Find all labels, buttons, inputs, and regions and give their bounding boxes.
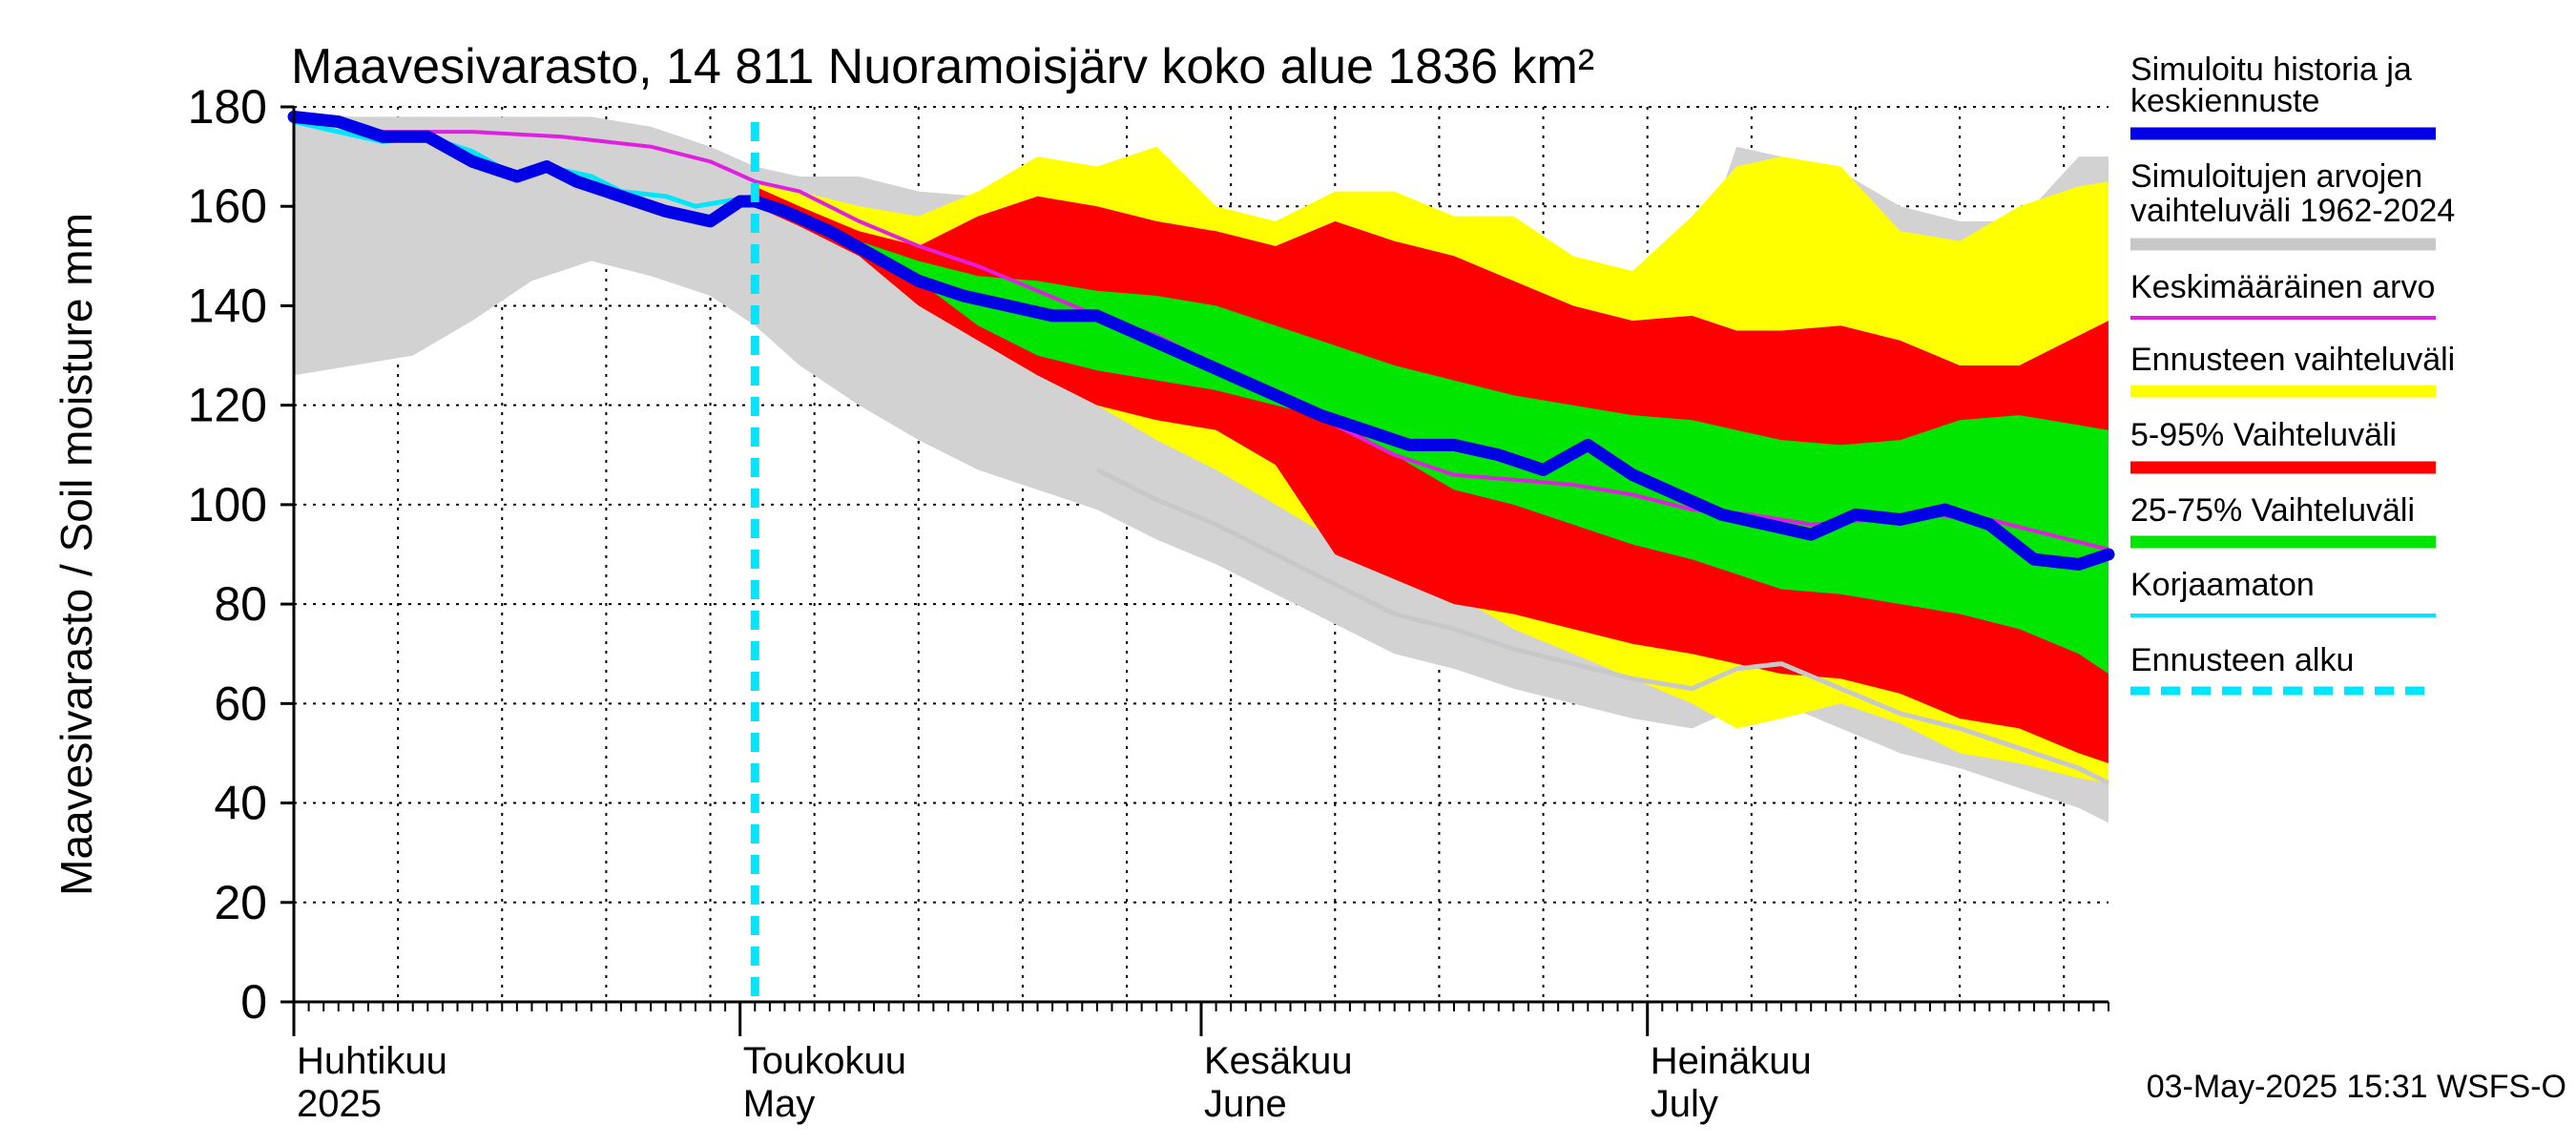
month-label-fi: Huhtikuu xyxy=(297,1040,447,1082)
month-label-fi: Kesäkuu xyxy=(1204,1040,1353,1082)
month-label-en: May xyxy=(743,1083,816,1125)
month-label-fi: Toukokuu xyxy=(743,1040,906,1082)
legend-label: Simuloitu historia ja keskiennuste xyxy=(2130,52,2412,119)
y-tick-label: 100 xyxy=(188,478,267,531)
y-tick-label: 120 xyxy=(188,379,267,432)
y-tick-label: 20 xyxy=(214,876,267,929)
y-tick-label: 180 xyxy=(188,80,267,134)
y-tick-label: 140 xyxy=(188,279,267,332)
legend: Simuloitu historia ja keskiennuste Simuloi… xyxy=(2130,52,2455,696)
legend-label: Korjaamaton xyxy=(2130,567,2315,603)
simulated-forecast-line xyxy=(287,110,2115,571)
y-tick-label: 160 xyxy=(188,179,267,233)
y-tick-label: 0 xyxy=(240,975,267,1029)
y-tick-label: 40 xyxy=(214,777,267,830)
month-label-en: July xyxy=(1651,1083,1718,1125)
month-label-en: 2025 xyxy=(297,1083,382,1125)
month-label-en: June xyxy=(1204,1083,1287,1125)
month-label-fi: Heinäkuu xyxy=(1651,1040,1812,1082)
legend-label: Ennusteen alku xyxy=(2130,642,2354,678)
y-tick-label: 60 xyxy=(214,677,267,730)
footer-timestamp: 03-May-2025 15:31 WSFS-O xyxy=(2147,1069,2566,1105)
y-axis-label: Maavesivarasto / Soil moisture mm xyxy=(52,213,101,896)
historical-lower-trace xyxy=(1095,468,2110,785)
y-tick-label: 80 xyxy=(214,577,267,631)
legend-label: 5-95% Vaihteluväli xyxy=(2130,417,2397,453)
chart-title: Maavesivarasto, 14 811 Nuoramoisjärv kok… xyxy=(291,39,1594,94)
legend-label: Simuloitujen arvojen vaihteluväli 1962-20… xyxy=(2130,158,2455,229)
legend-label: Keskimääräinen arvo xyxy=(2130,269,2435,305)
legend-label: 25-75% Vaihteluväli xyxy=(2130,492,2415,529)
legend-label: Ennusteen vaihteluväli xyxy=(2130,342,2455,378)
